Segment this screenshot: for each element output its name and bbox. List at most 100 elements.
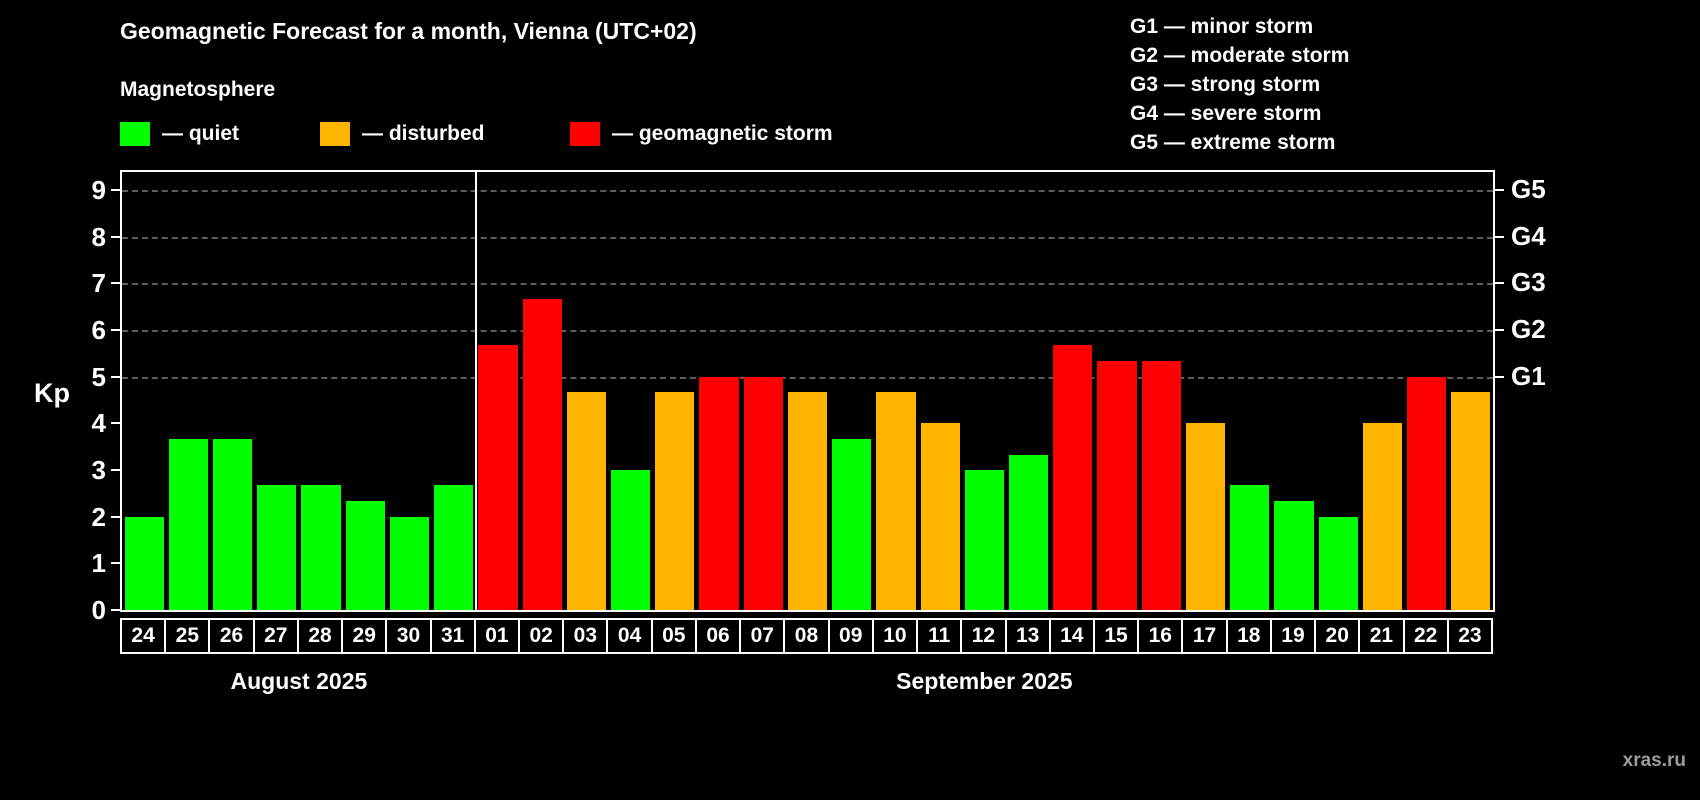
month-label-august-2025: August 2025	[230, 668, 368, 694]
quiet-label: — quiet	[162, 122, 239, 145]
day-label-27: 27	[252, 618, 299, 654]
y-tick-mark-4	[111, 422, 120, 425]
day-label-11: 11	[916, 618, 963, 654]
day-label-01: 01	[473, 618, 521, 654]
kp-bar-day-22	[1407, 376, 1447, 610]
kp-bar-day-05	[655, 392, 695, 610]
storm-scale-g1: G1 — minor storm	[1130, 15, 1314, 38]
right-axis-label-g5: G5	[1511, 174, 1546, 204]
gridline-kp5	[122, 376, 1493, 379]
y-tick-label-9: 9	[91, 175, 106, 205]
kp-bar-day-12	[964, 470, 1004, 610]
kp-bar-day-07	[743, 376, 783, 610]
day-label-26: 26	[208, 618, 255, 654]
kp-bar-day-04	[610, 470, 651, 610]
gridline-kp8	[122, 236, 1493, 239]
kp-bar-day-08	[787, 392, 828, 610]
day-label-09: 09	[827, 618, 874, 654]
day-label-04: 04	[606, 618, 653, 654]
y-tick-mark-9	[111, 189, 120, 191]
y-tick-mark-5	[111, 375, 120, 378]
kp-bar-day-18	[1230, 485, 1270, 610]
kp-bar-day-26	[212, 438, 253, 610]
day-label-07: 07	[739, 618, 786, 654]
y-tick-label-5: 5	[91, 361, 106, 392]
page-title: Geomagnetic Forecast for a month, Vienna…	[120, 18, 697, 44]
kp-bar-day-03	[566, 392, 606, 610]
right-axis-label-g2: G2	[1511, 314, 1546, 344]
storm-scale-g3: G3 — strong storm	[1130, 73, 1321, 96]
y-tick-label-4: 4	[91, 408, 106, 439]
y-tick-mark-0	[111, 609, 120, 611]
day-label-16: 16	[1137, 618, 1184, 654]
right-tick-mark-g5	[1495, 189, 1504, 191]
day-label-24: 24	[120, 618, 167, 654]
y-tick-label-1: 1	[91, 548, 106, 579]
disturbed-color-swatch	[320, 122, 350, 146]
right-axis-label-g3: G3	[1511, 267, 1546, 298]
right-axis-label-g4: G4	[1511, 220, 1546, 251]
storm-scale-g2: G2 — moderate storm	[1130, 44, 1350, 67]
day-label-13: 13	[1004, 618, 1051, 654]
kp-bar-day-11	[920, 423, 960, 610]
kp-bar-day-31	[434, 485, 474, 610]
kp-bar-day-16	[1141, 361, 1181, 610]
kp-bar-day-29	[345, 501, 385, 610]
kp-bar-day-01	[478, 345, 518, 610]
y-axis-title: Kp	[34, 378, 70, 408]
y-tick-label-2: 2	[91, 501, 106, 532]
day-label-22: 22	[1402, 618, 1449, 654]
day-label-20: 20	[1314, 618, 1361, 654]
day-label-17: 17	[1181, 618, 1228, 654]
day-label-19: 19	[1269, 618, 1317, 654]
disturbed-label: — disturbed	[362, 122, 485, 145]
watermark: xras.ru	[1622, 750, 1686, 771]
storm-scale-g4: G4 — severe storm	[1130, 102, 1322, 125]
storm-color-swatch	[570, 122, 600, 146]
kp-bar-day-10	[876, 392, 916, 610]
kp-bar-day-30	[389, 516, 430, 610]
kp-bar-day-17	[1185, 423, 1226, 610]
right-tick-mark-g2	[1495, 329, 1504, 331]
day-label-05: 05	[650, 618, 697, 654]
storm-scale-legend: G1 — minor storm G2 — moderate storm G3 …	[1130, 12, 1349, 157]
plot-area	[120, 170, 1495, 612]
y-tick-mark-6	[111, 329, 120, 331]
day-label-02: 02	[518, 618, 565, 654]
day-label-21: 21	[1358, 618, 1405, 654]
right-tick-mark-g3	[1495, 282, 1504, 285]
kp-bar-day-15	[1097, 361, 1137, 610]
kp-bar-day-19	[1274, 501, 1314, 610]
kp-bar-day-25	[168, 438, 208, 610]
day-label-08: 08	[783, 618, 830, 654]
kp-bar-day-13	[1009, 454, 1049, 610]
day-label-12: 12	[960, 618, 1007, 654]
day-label-10: 10	[871, 618, 919, 654]
gridline-kp7	[122, 283, 1493, 286]
month-label-september-2025: September 2025	[896, 668, 1073, 694]
day-label-18: 18	[1225, 618, 1272, 654]
gridline-kp9	[122, 190, 1493, 192]
day-label-29: 29	[341, 618, 388, 654]
kp-bar-day-24	[124, 516, 164, 610]
gridline-kp6	[122, 330, 1493, 332]
kp-bar-day-23	[1451, 392, 1491, 610]
kp-bar-day-21	[1362, 423, 1403, 610]
day-label-06: 06	[694, 618, 742, 654]
kp-bar-day-28	[301, 485, 341, 610]
day-label-03: 03	[562, 618, 609, 654]
right-axis-label-g1: G1	[1511, 360, 1546, 391]
y-tick-label-3: 3	[91, 455, 106, 485]
y-tick-mark-1	[111, 562, 120, 565]
y-tick-mark-3	[111, 469, 120, 471]
y-tick-mark-7	[111, 282, 120, 285]
y-tick-mark-2	[111, 515, 120, 518]
y-tick-label-0: 0	[91, 595, 106, 625]
day-label-14: 14	[1048, 618, 1095, 654]
y-tick-mark-8	[111, 235, 120, 238]
right-tick-mark-g1	[1495, 375, 1504, 378]
kp-bar-day-02	[522, 298, 562, 610]
day-label-23: 23	[1446, 618, 1493, 654]
kp-bar-day-09	[832, 438, 872, 610]
